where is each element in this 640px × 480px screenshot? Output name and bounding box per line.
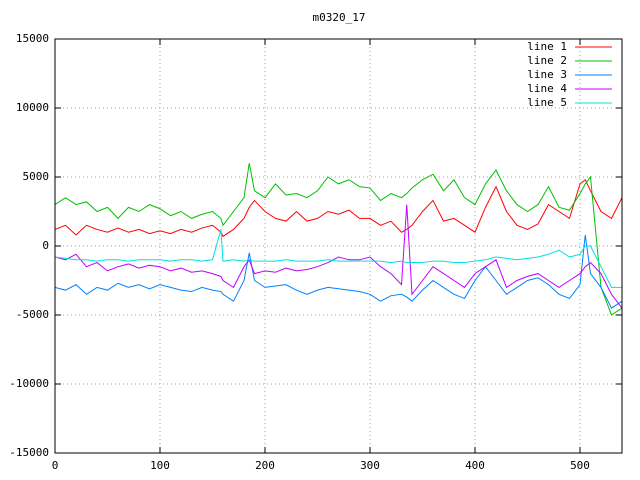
data-line — [54, 229, 622, 288]
legend-label: line 5 — [527, 96, 567, 109]
grid — [55, 39, 622, 453]
y-tick-label: 0 — [42, 239, 49, 252]
y-tick-label: -10000 — [9, 377, 49, 390]
data-line — [54, 178, 623, 238]
y-tick-label: -15000 — [9, 446, 49, 459]
x-tick-label: 300 — [360, 459, 380, 472]
y-tick-label: -5000 — [16, 308, 49, 321]
legend-label: line 3 — [527, 68, 567, 81]
legend-label: line 4 — [527, 82, 567, 95]
x-tick-label: 500 — [570, 459, 590, 472]
x-tick-label: 0 — [52, 459, 59, 472]
data-line — [54, 163, 623, 316]
plot — [54, 163, 623, 316]
legend-label: line 2 — [527, 54, 567, 67]
legend-label: line 1 — [527, 40, 567, 53]
x-tick-label: 100 — [150, 459, 170, 472]
data-line — [54, 234, 623, 309]
y-tick-label: 10000 — [16, 101, 49, 114]
chart-title: m0320_17 — [313, 11, 366, 24]
x-tick-label: 400 — [465, 459, 485, 472]
y-tick-label: 15000 — [16, 32, 49, 45]
x-tick-label: 200 — [255, 459, 275, 472]
y-tick-label: 5000 — [23, 170, 50, 183]
data-line — [54, 204, 623, 309]
